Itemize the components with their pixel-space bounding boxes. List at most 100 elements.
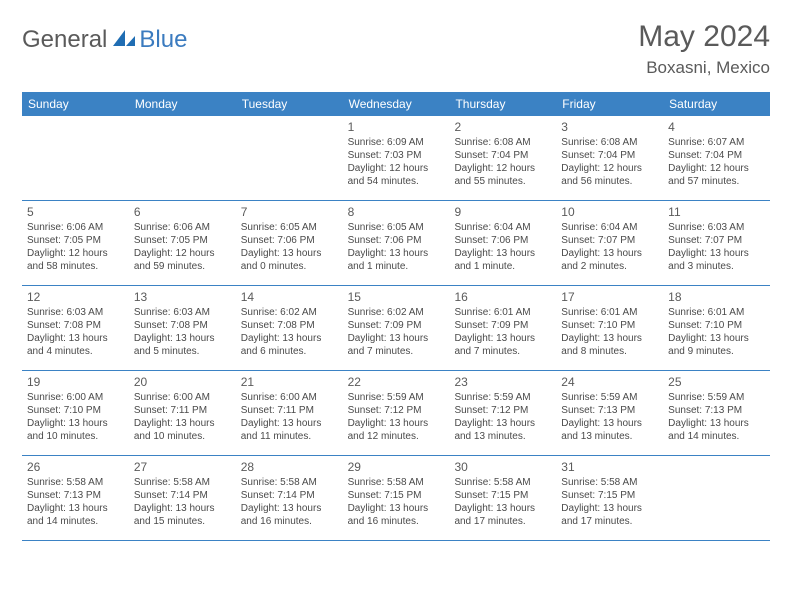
week-row: 12Sunrise: 6:03 AMSunset: 7:08 PMDayligh… [22,286,770,371]
daylight-text: Daylight: 13 hours and 17 minutes. [561,503,658,529]
sunset-text: Sunset: 7:15 PM [454,490,551,503]
daylight-text: Daylight: 13 hours and 13 minutes. [454,418,551,444]
daylight-text: Daylight: 13 hours and 0 minutes. [241,248,338,274]
daylight-text: Daylight: 12 hours and 59 minutes. [134,248,231,274]
day-number: 13 [134,290,231,305]
day-number: 2 [454,120,551,135]
sunrise-text: Sunrise: 6:03 AM [668,222,765,235]
sunrise-text: Sunrise: 6:07 AM [668,137,765,150]
day-number: 4 [668,120,765,135]
sunrise-text: Sunrise: 6:06 AM [27,222,124,235]
logo-sail-icon [111,28,137,53]
sunset-text: Sunset: 7:08 PM [134,320,231,333]
sunset-text: Sunset: 7:04 PM [454,150,551,163]
day-number: 24 [561,375,658,390]
day-number: 5 [27,205,124,220]
week-row: 5Sunrise: 6:06 AMSunset: 7:05 PMDaylight… [22,201,770,286]
sunset-text: Sunset: 7:13 PM [561,405,658,418]
day-number: 10 [561,205,658,220]
logo-text-blue: Blue [139,26,187,54]
day-cell: 27 Sunrise: 5:58 AMSunset: 7:14 PMDayligh… [129,456,236,540]
day-cell: 3Sunrise: 6:08 AMSunset: 7:04 PMDaylight… [556,116,663,200]
calendar-grid: 1Sunrise: 6:09 AMSunset: 7:03 PMDaylight… [22,116,770,541]
sunrise-text: Sunrise: 5:59 AM [348,392,445,405]
day-number: 1 [348,120,445,135]
sunrise-text: Sunrise: 6:01 AM [454,307,551,320]
sunset-text: Sunset: 7:06 PM [241,235,338,248]
day-number: 18 [668,290,765,305]
day-number: 8 [348,205,445,220]
sunset-text: Sunset: 7:06 PM [454,235,551,248]
day-cell: 8Sunrise: 6:05 AMSunset: 7:06 PMDaylight… [343,201,450,285]
day-cell [236,116,343,200]
daylight-text: Daylight: 13 hours and 12 minutes. [348,418,445,444]
day-cell: 23 Sunrise: 5:59 AMSunset: 7:12 PMDayligh… [449,371,556,455]
sunset-text: Sunset: 7:10 PM [27,405,124,418]
day-cell: 14Sunrise: 6:02 AMSunset: 7:08 PMDayligh… [236,286,343,370]
sunrise-text: Sunrise: 5:59 AM [454,392,551,405]
sunrise-text: Sunrise: 6:00 AM [134,392,231,405]
day-cell: 28Sunrise: 5:58 AMSunset: 7:14 PMDayligh… [236,456,343,540]
day-cell: 6Sunrise: 6:06 AMSunset: 7:05 PMDaylight… [129,201,236,285]
sunrise-text: Sunrise: 5:59 AM [668,392,765,405]
sunrise-text: Sunrise: 6:04 AM [561,222,658,235]
sunset-text: Sunset: 7:06 PM [348,235,445,248]
sunset-text: Sunset: 7:12 PM [454,405,551,418]
day-cell: 29Sunrise: 5:58 AMSunset: 7:15 PMDayligh… [343,456,450,540]
sunset-text: Sunset: 7:05 PM [134,235,231,248]
day-number: 16 [454,290,551,305]
title-block: May 2024 Boxasni, Mexico [638,20,770,78]
day-cell: 2Sunrise: 6:08 AMSunset: 7:04 PMDaylight… [449,116,556,200]
day-number: 19 [27,375,124,390]
day-cell [22,116,129,200]
daylight-text: Daylight: 13 hours and 14 minutes. [27,503,124,529]
daylight-text: Daylight: 13 hours and 1 minute. [348,248,445,274]
calendar-page: General Blue May 2024 Boxasni, Mexico Su… [0,0,792,561]
day-number: 25 [668,375,765,390]
day-cell: 12Sunrise: 6:03 AMSunset: 7:08 PMDayligh… [22,286,129,370]
week-row: 1Sunrise: 6:09 AMSunset: 7:03 PMDaylight… [22,116,770,201]
sunset-text: Sunset: 7:14 PM [134,490,231,503]
daylight-text: Daylight: 13 hours and 10 minutes. [27,418,124,444]
sunrise-text: Sunrise: 5:58 AM [348,477,445,490]
sunset-text: Sunset: 7:15 PM [348,490,445,503]
sunrise-text: Sunrise: 5:58 AM [561,477,658,490]
day-cell: 7Sunrise: 6:05 AMSunset: 7:06 PMDaylight… [236,201,343,285]
daylight-text: Daylight: 12 hours and 54 minutes. [348,163,445,189]
sunrise-text: Sunrise: 6:06 AM [134,222,231,235]
day-cell: 9Sunrise: 6:04 AMSunset: 7:06 PMDaylight… [449,201,556,285]
dayname: Sunday [22,92,129,116]
sunrise-text: Sunrise: 6:02 AM [348,307,445,320]
sunrise-text: Sunrise: 5:58 AM [134,477,231,490]
day-cell: 31Sunrise: 5:58 AMSunset: 7:15 PMDayligh… [556,456,663,540]
day-cell: 25Sunrise: 5:59 AMSunset: 7:13 PMDayligh… [663,371,770,455]
sunset-text: Sunset: 7:14 PM [241,490,338,503]
day-number: 23 [454,375,551,390]
daylight-text: Daylight: 13 hours and 1 minute. [454,248,551,274]
sunrise-text: Sunrise: 6:01 AM [561,307,658,320]
day-cell: 18Sunrise: 6:01 AMSunset: 7:10 PMDayligh… [663,286,770,370]
day-number: 28 [241,460,338,475]
month-title: May 2024 [638,20,770,54]
sunset-text: Sunset: 7:12 PM [348,405,445,418]
sunrise-text: Sunrise: 6:03 AM [134,307,231,320]
sunrise-text: Sunrise: 5:58 AM [241,477,338,490]
day-number: 27 [134,460,231,475]
week-row: 19Sunrise: 6:00 AMSunset: 7:10 PMDayligh… [22,371,770,456]
sunset-text: Sunset: 7:08 PM [241,320,338,333]
day-number: 29 [348,460,445,475]
day-cell: 17Sunrise: 6:01 AMSunset: 7:10 PMDayligh… [556,286,663,370]
daylight-text: Daylight: 13 hours and 11 minutes. [241,418,338,444]
sunset-text: Sunset: 7:04 PM [561,150,658,163]
dayname: Tuesday [236,92,343,116]
sunrise-text: Sunrise: 6:00 AM [241,392,338,405]
day-number: 15 [348,290,445,305]
sunrise-text: Sunrise: 5:58 AM [27,477,124,490]
sunset-text: Sunset: 7:09 PM [348,320,445,333]
logo: General Blue [22,26,187,54]
day-cell: 26Sunrise: 5:58 AMSunset: 7:13 PMDayligh… [22,456,129,540]
daylight-text: Daylight: 13 hours and 15 minutes. [134,503,231,529]
day-cell: 5Sunrise: 6:06 AMSunset: 7:05 PMDaylight… [22,201,129,285]
daylight-text: Daylight: 12 hours and 56 minutes. [561,163,658,189]
daylight-text: Daylight: 13 hours and 13 minutes. [561,418,658,444]
